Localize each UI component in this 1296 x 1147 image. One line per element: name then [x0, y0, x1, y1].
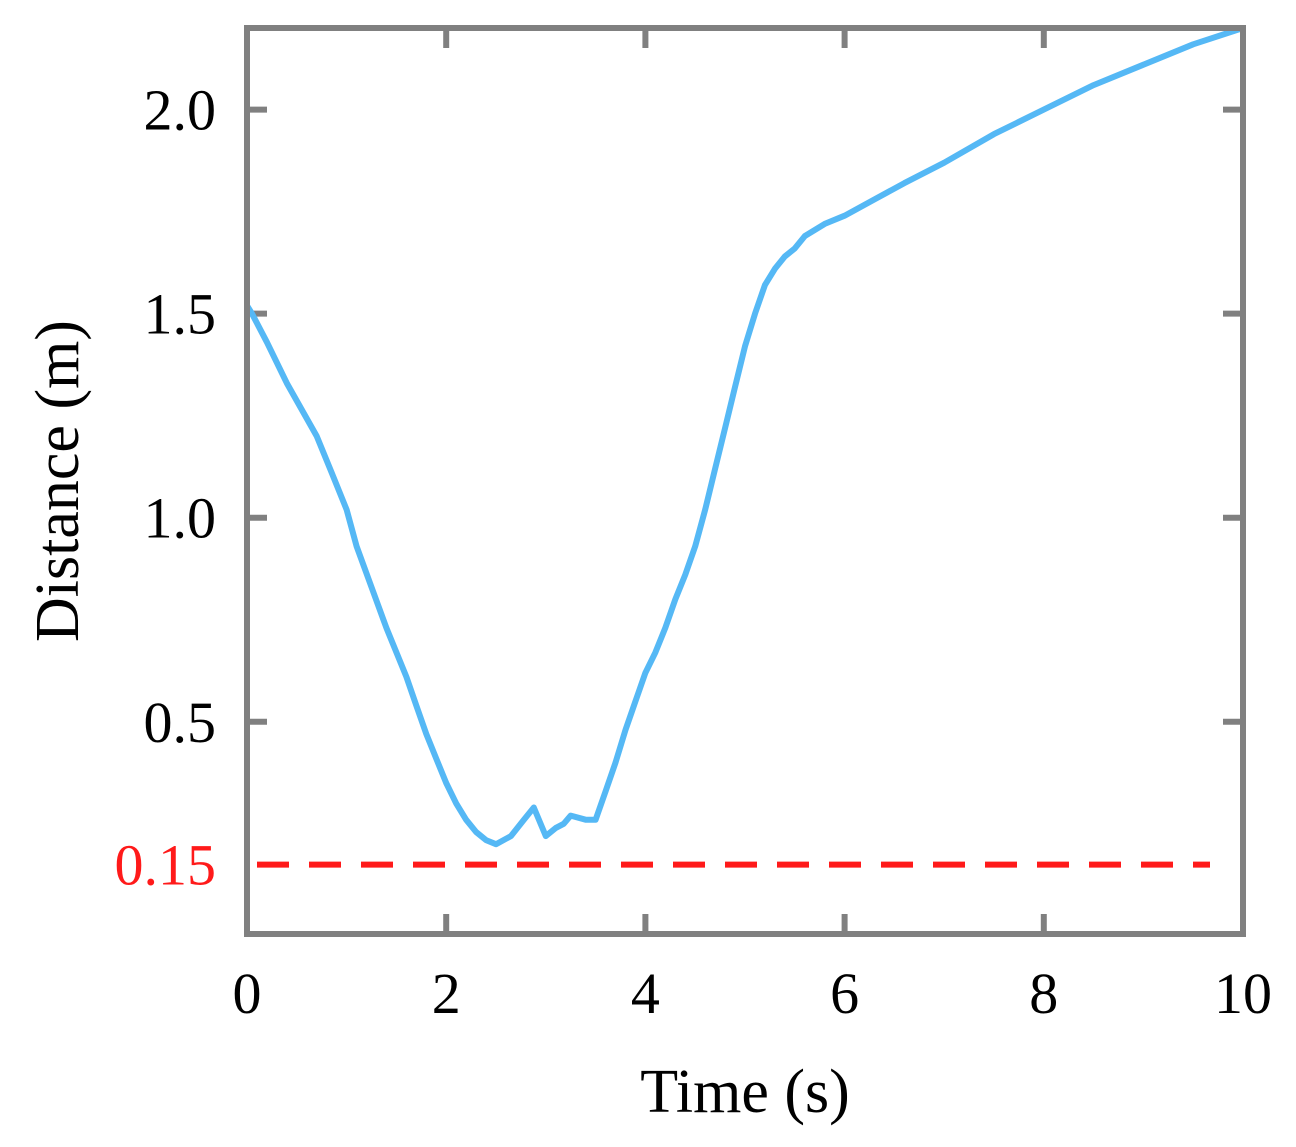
plot-frame: [244, 25, 1246, 937]
y-axis-title: Distance (m): [24, 320, 92, 642]
y-tick-label: 2.0: [144, 78, 217, 143]
x-axis-title: Time (s): [640, 1058, 850, 1126]
x-tick-label: 4: [631, 961, 660, 1026]
y-tick-label: 0.5: [144, 690, 217, 755]
x-tick-label: 8: [1029, 961, 1058, 1026]
x-tick-label: 0: [233, 961, 262, 1026]
axis-tick-labels: 0 2 4 6 8 10 0.5 1.0 1.5 2.0 0.15: [115, 78, 1273, 1026]
threshold-label: 0.15: [115, 833, 217, 898]
plot-content: [244, 25, 1246, 868]
x-tick-label: 6: [830, 961, 859, 1026]
distance-series-line: [244, 25, 1246, 848]
x-tick-label: 2: [432, 961, 461, 1026]
y-tick-label: 1.0: [144, 486, 217, 551]
axis-ticks: [247, 28, 1243, 934]
y-tick-label: 1.5: [144, 282, 217, 347]
x-tick-label: 10: [1214, 961, 1272, 1026]
